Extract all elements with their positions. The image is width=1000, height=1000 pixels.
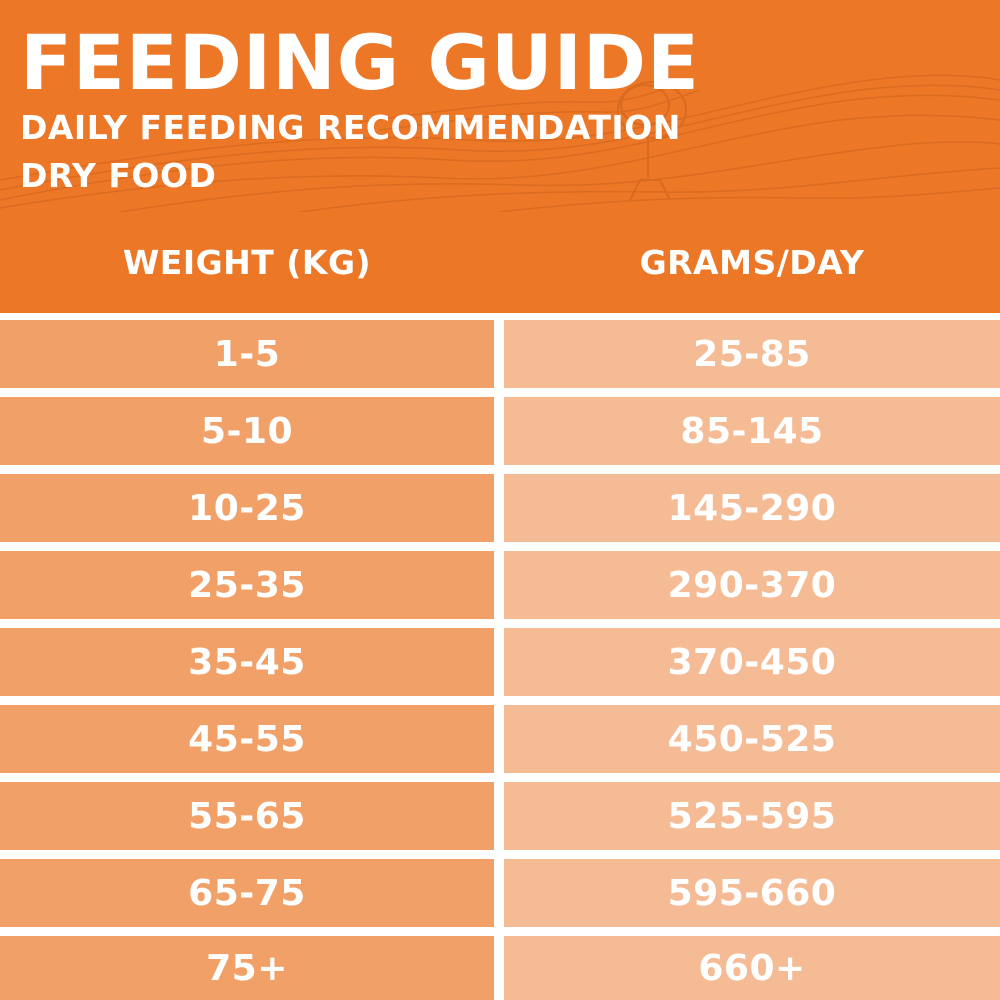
grams-cell: 25-85 — [504, 320, 1000, 388]
page-title: FEEDING GUIDE — [20, 18, 700, 107]
weight-cell: 5-10 — [0, 397, 494, 465]
column-header-grams: GRAMS/DAY — [639, 243, 865, 282]
grams-cell: 85-145 — [504, 397, 1000, 465]
weight-cell: 25-35 — [0, 551, 494, 619]
weight-cell: 75+ — [0, 936, 494, 1000]
grams-cell: 290-370 — [504, 551, 1000, 619]
table-row: 35-45 370-450 — [0, 628, 1000, 696]
table-row: 10-25 145-290 — [0, 474, 1000, 542]
weight-cell: 65-75 — [0, 859, 494, 927]
grams-cell: 660+ — [504, 936, 1000, 1000]
hills-illustration — [0, 74, 1000, 212]
table-row: 25-35 290-370 — [0, 551, 1000, 619]
page-subtitle: DAILY FEEDING RECOMMENDATION — [20, 108, 681, 147]
feeding-table: 1-5 25-85 5-10 85-145 10-25 145-290 25-3… — [0, 320, 1000, 1000]
grams-cell: 450-525 — [504, 705, 1000, 773]
weight-cell: 55-65 — [0, 782, 494, 850]
weight-cell: 1-5 — [0, 320, 494, 388]
table-row: 65-75 595-660 — [0, 859, 1000, 927]
grams-cell: 370-450 — [504, 628, 1000, 696]
weight-cell: 35-45 — [0, 628, 494, 696]
grams-cell: 595-660 — [504, 859, 1000, 927]
weight-cell: 45-55 — [0, 705, 494, 773]
grams-cell: 145-290 — [504, 474, 1000, 542]
grams-cell: 525-595 — [504, 782, 1000, 850]
table-row: 5-10 85-145 — [0, 397, 1000, 465]
table-row: 45-55 450-525 — [0, 705, 1000, 773]
table-row: 75+ 660+ — [0, 936, 1000, 1000]
column-header-weight: WEIGHT (KG) — [122, 243, 372, 282]
table-row: 55-65 525-595 — [0, 782, 1000, 850]
weight-cell: 10-25 — [0, 474, 494, 542]
table-row: 1-5 25-85 — [0, 320, 1000, 388]
food-type-label: DRY FOOD — [20, 156, 217, 195]
table-header: WEIGHT (KG) GRAMS/DAY — [0, 212, 1000, 313]
header-banner: FEEDING GUIDE DAILY FEEDING RECOMMENDATI… — [0, 0, 1000, 212]
